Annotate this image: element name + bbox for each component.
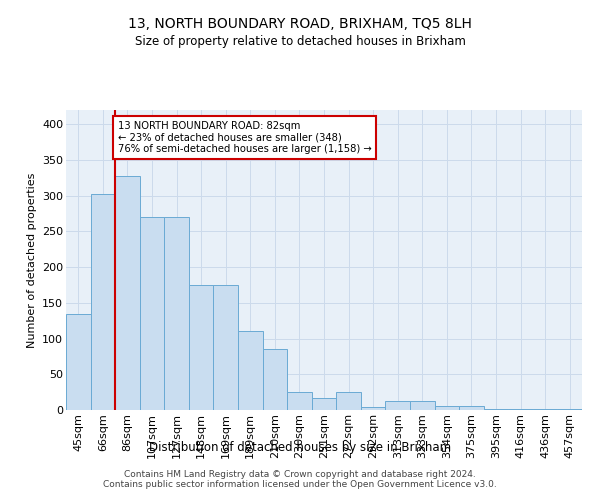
Bar <box>385 402 410 410</box>
Bar <box>336 392 361 410</box>
Bar <box>557 408 582 410</box>
Bar <box>410 402 434 410</box>
Bar <box>91 194 115 410</box>
Bar <box>459 406 484 410</box>
Text: 13 NORTH BOUNDARY ROAD: 82sqm
← 23% of detached houses are smaller (348)
76% of : 13 NORTH BOUNDARY ROAD: 82sqm ← 23% of d… <box>118 120 371 154</box>
Y-axis label: Number of detached properties: Number of detached properties <box>26 172 37 348</box>
Bar <box>312 398 336 410</box>
Bar <box>164 217 189 410</box>
Text: Contains HM Land Registry data © Crown copyright and database right 2024.: Contains HM Land Registry data © Crown c… <box>124 470 476 479</box>
Bar <box>140 217 164 410</box>
Bar <box>263 350 287 410</box>
Bar <box>214 285 238 410</box>
Text: Contains public sector information licensed under the Open Government Licence v3: Contains public sector information licen… <box>103 480 497 489</box>
Bar <box>533 408 557 410</box>
Bar <box>287 392 312 410</box>
Bar <box>434 406 459 410</box>
Bar <box>189 285 214 410</box>
Bar <box>508 408 533 410</box>
Bar <box>66 314 91 410</box>
Text: Size of property relative to detached houses in Brixham: Size of property relative to detached ho… <box>134 35 466 48</box>
Bar <box>238 332 263 410</box>
Bar <box>484 408 508 410</box>
Text: 13, NORTH BOUNDARY ROAD, BRIXHAM, TQ5 8LH: 13, NORTH BOUNDARY ROAD, BRIXHAM, TQ5 8L… <box>128 18 472 32</box>
Text: Distribution of detached houses by size in Brixham: Distribution of detached houses by size … <box>149 441 451 454</box>
Bar <box>115 176 140 410</box>
Bar <box>361 407 385 410</box>
